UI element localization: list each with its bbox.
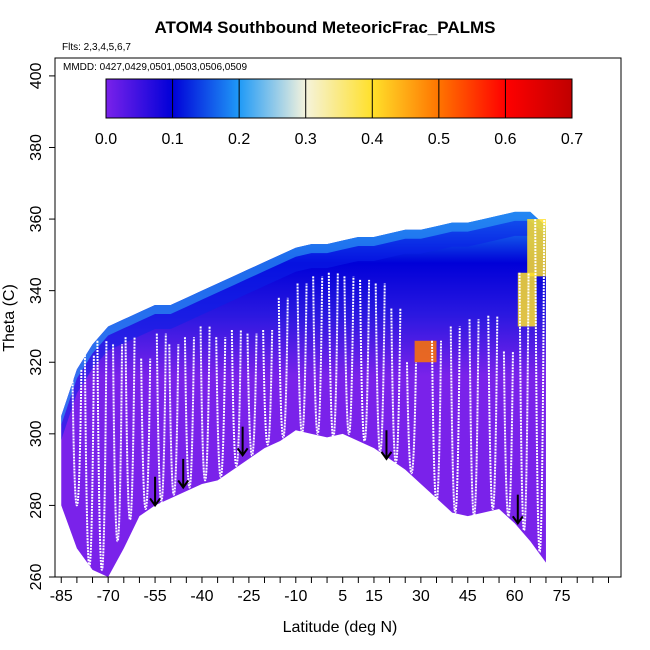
y-tick-label-0: 260 (28, 564, 45, 591)
flight-track-profiles (71, 219, 546, 571)
flight-profile-14 (277, 297, 289, 439)
y-axis-label: Theta (C) (1, 284, 18, 352)
flight-profile-16 (312, 276, 324, 435)
x-tick-label-5: -10 (284, 588, 307, 605)
upper-blue-band (61, 211, 546, 440)
y-tick-label-6: 380 (28, 134, 45, 161)
flight-profile-15 (296, 283, 308, 435)
x-tick-label-1: -70 (97, 588, 120, 605)
colorbar: 0.0 0.1 0.2 0.3 0.4 0.5 0.6 0.7 (95, 78, 583, 148)
flight-profile-2 (96, 340, 108, 571)
arrow-0 (149, 476, 161, 508)
x-tick-label-8: 30 (412, 588, 430, 605)
flight-profile-5 (140, 358, 152, 510)
high-value-region-2 (527, 219, 546, 277)
high-value-regions (414, 219, 546, 363)
flight-profile-13 (262, 330, 274, 446)
flight-profile-9 (199, 326, 211, 482)
arrow-3 (380, 430, 393, 461)
flight-profile-21 (390, 308, 402, 464)
x-axis-label: Latitude (deg N) (283, 619, 398, 636)
y-tick-label-5: 360 (28, 206, 45, 233)
high-value-region-0 (414, 340, 437, 363)
flight-profile-27 (502, 351, 514, 518)
y-tick-label-1: 280 (28, 492, 45, 519)
x-tick-label-9: 45 (459, 588, 477, 605)
flight-profile-3 (112, 344, 124, 543)
x-tick-label-6: 5 (338, 588, 347, 605)
flights-annotation: Flts: 2,3,4,5,6,7 (62, 42, 131, 53)
dates-annotation: MMDD: 0427,0429,0501,0503,0506,0509 (63, 62, 248, 73)
y-axis: 260 280 300 320 340 360 380 400 (28, 62, 55, 590)
flight-profile-1 (83, 355, 95, 568)
colorbar-gradient (105, 78, 573, 119)
x-tick-label-4: -25 (237, 588, 260, 605)
x-axis: -85 -70 -55 -40 -25 -10 5 15 30 45 60 75 (50, 577, 609, 605)
upper-cyan-edge (61, 211, 546, 425)
colorbar-tick-label-4: 0.4 (361, 131, 383, 148)
descent-arrows (149, 426, 524, 526)
x-tick-label-2: -55 (144, 588, 167, 605)
flight-profile-12 (246, 333, 258, 457)
arrow-4 (511, 494, 524, 526)
flight-profile-4 (124, 337, 136, 521)
x-tick-label-0: -85 (50, 588, 73, 605)
flight-profile-11 (230, 330, 242, 468)
flight-profile-20 (374, 283, 386, 453)
flight-profile-0 (71, 369, 83, 507)
y-tick-label-2: 300 (28, 420, 45, 447)
colorbar-tick-label-5: 0.5 (428, 131, 450, 148)
x-tick-label-10: 60 (506, 588, 524, 605)
flight-profile-22 (405, 362, 417, 475)
colorbar-tick-label-1: 0.1 (161, 131, 183, 148)
colorbar-tick-label-3: 0.3 (295, 131, 317, 148)
flight-profile-8 (183, 337, 195, 489)
flight-profile-10 (215, 337, 227, 478)
arrow-2 (236, 426, 249, 458)
arrow-1 (177, 458, 190, 490)
flight-profile-17 (327, 272, 339, 439)
x-tick-label-7: 15 (365, 588, 383, 605)
flight-profile-7 (168, 344, 180, 496)
y-tick-label-7: 400 (28, 62, 45, 89)
flight-profile-28 (518, 272, 530, 532)
plot-frame (54, 57, 622, 578)
flight-profile-23 (431, 340, 443, 503)
x-tick-label-11: 75 (553, 588, 571, 605)
y-tick-label-3: 320 (28, 349, 45, 376)
flight-profile-25 (468, 319, 480, 518)
flight-profile-6 (155, 333, 167, 503)
colorbar-tick-label-6: 0.6 (494, 131, 516, 148)
colorbar-tick-label-0: 0.0 (95, 131, 117, 148)
chart-title: ATOM4 Southbound MeteoricFrac_PALMS (154, 18, 496, 37)
flight-profile-19 (359, 279, 371, 442)
y-tick-label-4: 340 (28, 277, 45, 304)
flight-profile-26 (487, 315, 499, 510)
flight-profile-24 (449, 326, 461, 514)
high-value-region-1 (517, 272, 537, 327)
colorbar-tick-label-2: 0.2 (228, 131, 250, 148)
flight-profile-18 (343, 276, 355, 435)
x-tick-label-3: -40 (190, 588, 213, 605)
colorbar-tick-label-7: 0.7 (561, 131, 583, 148)
